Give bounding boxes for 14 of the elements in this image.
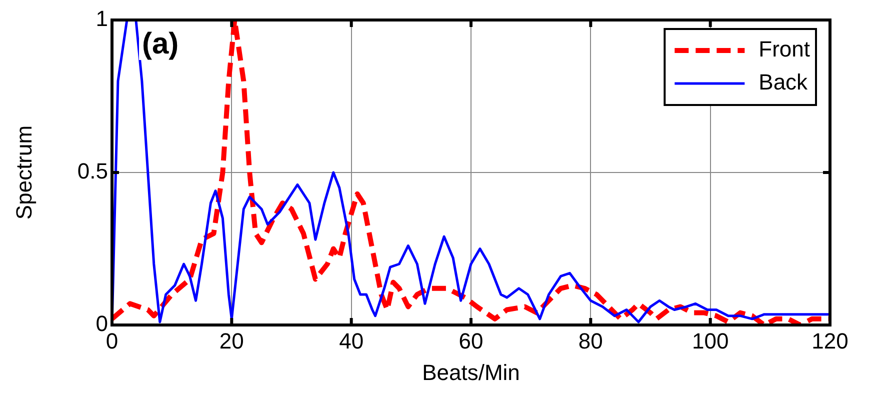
y-tick-label: 1 bbox=[96, 6, 108, 32]
x-tick-label: 80 bbox=[578, 328, 603, 354]
x-tick-label: 120 bbox=[812, 328, 848, 354]
x-tick-label: 20 bbox=[219, 328, 244, 354]
x-axis-title: Beats/Min bbox=[422, 360, 520, 385]
legend-label: Front bbox=[758, 36, 810, 62]
legend-label: Back bbox=[758, 70, 809, 95]
y-axis-title: Spectrum bbox=[11, 125, 36, 220]
x-tick-label: 60 bbox=[458, 328, 484, 354]
annotation: (a) bbox=[142, 27, 179, 60]
y-tick-label: 0 bbox=[96, 311, 108, 336]
y-tick-label: 0.5 bbox=[77, 158, 108, 184]
x-tick-label: 100 bbox=[692, 328, 729, 354]
x-tick-label: 40 bbox=[339, 328, 364, 354]
